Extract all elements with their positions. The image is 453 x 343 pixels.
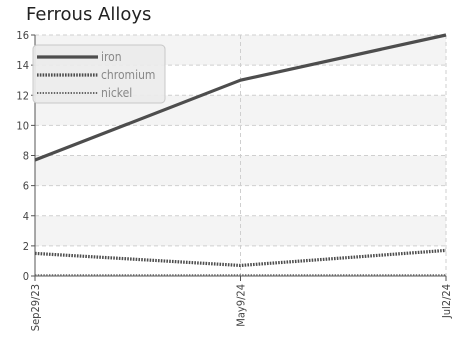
y-tick-label: 8: [23, 150, 29, 163]
y-tick-label: 14: [16, 59, 29, 72]
legend-label-iron: iron: [101, 50, 122, 64]
y-tick-label: 6: [23, 180, 29, 193]
x-tick-label: May9/24: [235, 284, 248, 327]
y-tick-label: 12: [16, 89, 29, 102]
y-tick-label: 16: [16, 29, 29, 42]
y-tick-label: 2: [23, 240, 29, 253]
legend-label-nickel: nickel: [101, 86, 132, 100]
chart-title: Ferrous Alloys: [26, 4, 151, 25]
legend: iron chromium nickel: [33, 45, 165, 103]
legend-label-chromium: chromium: [101, 68, 155, 82]
x-tick-label: Sep29/23: [29, 284, 42, 331]
x-tick-label: Jul2/24: [440, 284, 453, 319]
y-tick-label: 4: [23, 210, 29, 223]
y-tick-label: 10: [16, 119, 29, 132]
y-tick-label: 0: [23, 270, 29, 283]
